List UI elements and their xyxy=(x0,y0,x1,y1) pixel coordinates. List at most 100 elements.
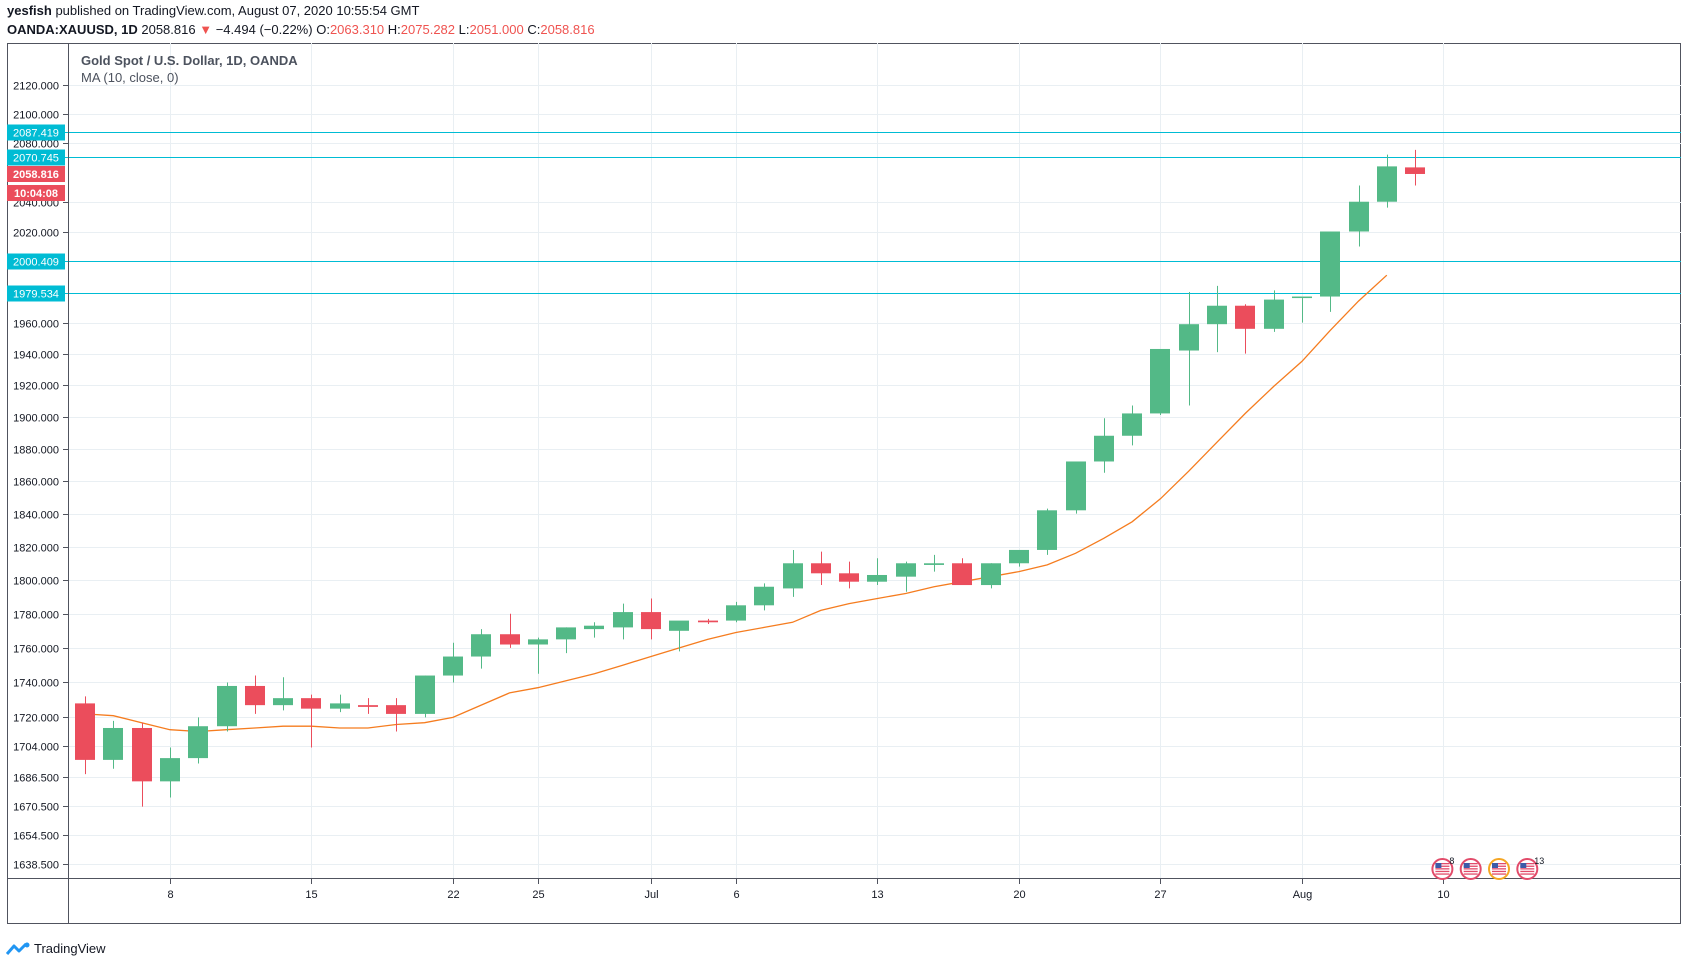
us-flag-event-icon xyxy=(1488,858,1510,880)
price-line-badge-label: 2087.419 xyxy=(13,128,59,140)
flag-canton xyxy=(1520,863,1527,868)
tradingview-footer[interactable]: TradingView xyxy=(6,941,106,956)
y-tick-label: 2100.000 xyxy=(13,110,59,122)
candle xyxy=(471,629,491,669)
candle xyxy=(867,558,887,586)
candle xyxy=(217,682,237,732)
candle xyxy=(1179,291,1199,406)
y-tick-label: 1720.000 xyxy=(13,713,59,725)
candle xyxy=(103,720,123,769)
candle xyxy=(584,622,604,638)
event-count: 8 xyxy=(1449,856,1454,866)
candle-body xyxy=(1094,435,1114,462)
candle xyxy=(1320,231,1340,312)
close-value: 2058.816 xyxy=(540,22,595,37)
candle xyxy=(1150,348,1170,416)
us-flag-event-icon: 8 xyxy=(1431,856,1454,880)
legend-title: Gold Spot / U.S. Dollar, 1D, OANDA xyxy=(81,53,298,68)
candle xyxy=(528,637,548,674)
time-axis[interactable]: 8 15 22 25 Jul 6 13 20 27 Aug 10 xyxy=(167,879,1450,901)
candle xyxy=(1066,461,1086,514)
x-tick-label: 25 xyxy=(532,889,544,901)
price-chart[interactable]: 2120.0002100.0002080.0002040.0002020.000… xyxy=(7,43,1681,935)
candle-body xyxy=(1179,324,1199,351)
price-line-badge-label: 2070.745 xyxy=(13,153,59,165)
low-label: L: xyxy=(458,22,470,37)
candle-body xyxy=(1235,305,1255,329)
candle-body xyxy=(896,563,916,577)
candle xyxy=(1405,149,1425,186)
candle-body xyxy=(1405,167,1425,174)
candle xyxy=(358,698,378,714)
candle-body xyxy=(1377,166,1397,202)
candle xyxy=(1207,285,1227,353)
flag-stripe xyxy=(1492,863,1506,865)
ma-line xyxy=(84,274,1388,733)
flag-stripe xyxy=(1520,863,1535,865)
candle-body xyxy=(273,698,293,706)
y-tick-label: 1670.500 xyxy=(13,802,59,814)
candle-body xyxy=(556,627,576,640)
flag-stripe xyxy=(1492,868,1506,870)
price-line-badge xyxy=(7,285,65,302)
y-tick-label: 2120.000 xyxy=(13,81,59,93)
candle xyxy=(839,561,859,589)
y-tick-label: 1740.000 xyxy=(13,678,59,690)
x-tick-label: 13 xyxy=(871,889,883,901)
candle-body xyxy=(75,703,95,760)
flag-stripe xyxy=(1463,870,1478,873)
price-lines xyxy=(7,132,1681,294)
low-value: 2051.000 xyxy=(469,22,524,37)
price-line-badge-label: 1979.534 xyxy=(13,289,59,301)
tradingview-logo-icon xyxy=(6,942,30,955)
flag-stripe xyxy=(1435,873,1450,875)
price-axis[interactable]: 2120.0002100.0002080.0002040.0002020.000… xyxy=(13,81,68,872)
candle-body xyxy=(1320,231,1340,297)
candle xyxy=(386,698,406,732)
last-price: 2058.816 xyxy=(141,22,196,37)
y-tick-label: 1800.000 xyxy=(13,576,59,588)
candle xyxy=(1235,304,1255,354)
candle-body xyxy=(188,726,208,759)
legend-indicator[interactable]: MA (10, close, 0) xyxy=(81,70,179,85)
price-line-badge-label: 2000.409 xyxy=(13,257,59,269)
candle-body xyxy=(613,612,633,628)
candle xyxy=(1122,405,1142,446)
candle-body xyxy=(1207,305,1227,325)
flag-stripe xyxy=(1520,870,1535,873)
candle-body xyxy=(301,698,321,709)
candle-body xyxy=(1264,299,1284,329)
candle xyxy=(301,694,321,748)
candle-body xyxy=(1122,413,1142,436)
y-tick-label: 2080.000 xyxy=(13,139,59,151)
candle xyxy=(811,551,831,586)
flag-stripe xyxy=(1492,865,1506,867)
candle-body xyxy=(811,563,831,574)
symbol: OANDA:XAUUSD, 1D xyxy=(7,22,138,37)
high-label: H: xyxy=(387,22,401,37)
chart-frame xyxy=(7,43,1681,924)
candle-body xyxy=(245,685,265,706)
candle xyxy=(160,747,180,798)
candle-body xyxy=(1009,549,1029,564)
flag-stripe xyxy=(1463,863,1478,865)
candle-body xyxy=(952,563,972,586)
countdown-badge xyxy=(7,185,65,201)
candle-body xyxy=(1349,201,1369,232)
candle-body xyxy=(839,573,859,582)
candle xyxy=(613,603,633,640)
open-label: O: xyxy=(316,22,330,37)
candle-body xyxy=(1037,510,1057,550)
open-value: 2063.310 xyxy=(329,22,385,37)
countdown-label: 10:04:08 xyxy=(14,188,58,200)
author-name[interactable]: yesfish xyxy=(7,3,52,18)
candle xyxy=(698,618,718,624)
candle-body xyxy=(132,727,152,782)
candle-body xyxy=(160,758,180,782)
candle-body xyxy=(415,675,435,714)
close-label: C: xyxy=(527,22,541,37)
flag-stripe xyxy=(1520,865,1535,867)
y-tick-label: 1840.000 xyxy=(13,510,59,522)
candle-body xyxy=(726,605,746,621)
event-icons[interactable]: 8 13 xyxy=(1431,856,1544,880)
